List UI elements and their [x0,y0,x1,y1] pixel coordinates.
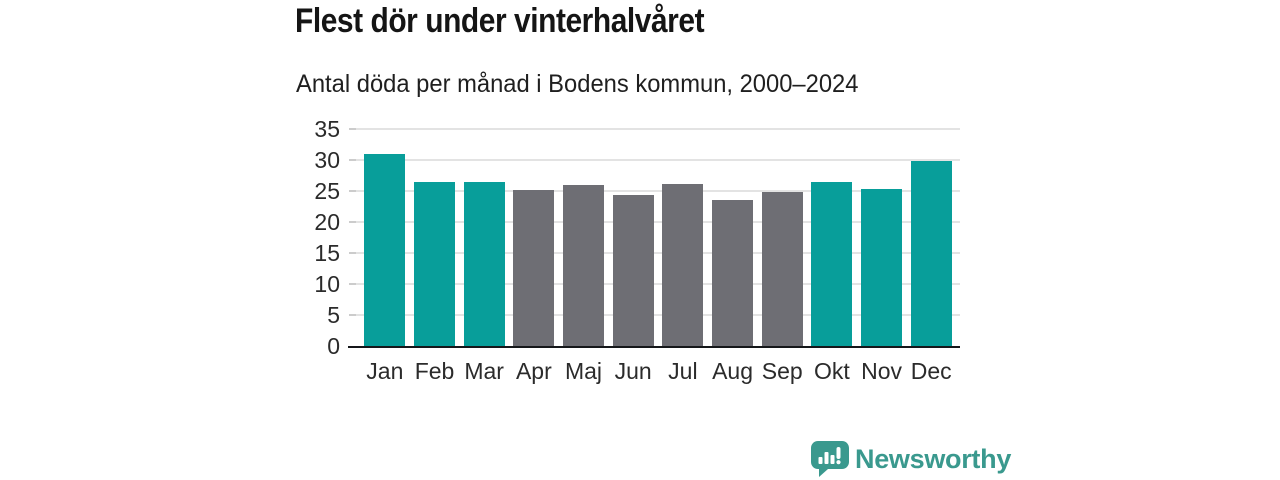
bar-mar [463,181,505,346]
bar-okt [811,182,853,346]
bar-slot-jun [608,129,658,346]
bar-feb [414,181,455,346]
x-axis-label-dec: Dec [910,358,952,384]
bar-slot-jul [658,129,708,346]
x-axis-label-aug: Aug [712,358,753,384]
bar-jan [364,153,406,346]
gridline-y-5 [356,314,960,316]
y-axis-tick-label: 20 [314,209,340,235]
y-axis-tick-label: 35 [314,116,340,142]
x-axis-line [348,345,960,348]
bar-nov [861,188,903,346]
gridline-y-35 [356,128,960,130]
bar-slot-apr [509,129,559,346]
bar-slot-aug [708,129,758,346]
y-tick-mark [349,221,356,223]
chart-title: Flest dör under vinterhalvåret [295,2,705,40]
x-axis-label-mar: Mar [464,358,504,384]
y-tick-mark [349,159,356,161]
x-axis-label-sep: Sep [761,358,803,384]
x-axis-label-apr: Apr [515,358,552,384]
bar-slot-sep [757,129,807,346]
bar-slot-jan [360,129,410,346]
bar-slot-nov [857,129,907,346]
x-axis-label-feb: Feb [414,358,455,384]
bar-sep [761,191,803,346]
x-axis-label-maj: Maj [564,358,603,384]
newsworthy-logo: Newsworthy [811,441,1011,477]
chart-subtitle: Antal döda per månad i Bodens kommun, 20… [296,70,859,98]
y-tick-mark [349,128,356,130]
bar-slot-maj [559,129,609,346]
x-axis-label-nov: Nov [861,358,902,384]
y-axis-tick-label: 15 [314,240,340,266]
y-tick-mark [349,283,356,285]
y-axis-tick-label: 10 [314,271,340,297]
newsworthy-logo-icon [811,441,849,477]
bar-jun [612,194,654,346]
gridline-y-30 [356,159,960,161]
y-axis-tick-label: 5 [327,302,340,328]
y-axis-tick-label: 30 [314,147,340,173]
bar-apr [513,189,555,346]
y-axis-tick-label: 0 [327,333,340,359]
x-axis-label-okt: Okt [813,358,850,384]
x-axis-label-jan: Jan [366,358,404,384]
bar-series [356,129,960,346]
bar-slot-okt [807,129,857,346]
gridline-y-10 [356,283,960,285]
bar-dec [910,161,952,346]
x-axis-label-jul: Jul [668,358,698,384]
gridline-y-25 [356,190,960,192]
x-axis-label-jun: Jun [614,358,652,384]
bar-slot-feb [410,129,460,346]
x-axis-labels: Jan Feb Mar Apr Maj Jun Jul Aug Sep Okt Nov Dec [356,358,960,385]
gridline-y-15 [356,252,960,254]
bar-aug [712,199,754,346]
bar-slot-dec [906,129,956,346]
gridline-y-20 [356,221,960,223]
plot-area: 0 5 10 15 20 25 30 35 Jan Feb Mar Apr Maj Jun Jul Aug S… [314,116,960,384]
y-tick-mark [349,252,356,254]
bar-jul [662,183,704,346]
y-axis-tick-label: 25 [314,178,340,204]
bar-slot-mar [459,129,509,346]
bar-maj [563,184,605,346]
newsworthy-logo-text: Newsworthy [855,443,1012,474]
y-tick-mark [349,190,356,192]
y-tick-mark [349,314,356,316]
